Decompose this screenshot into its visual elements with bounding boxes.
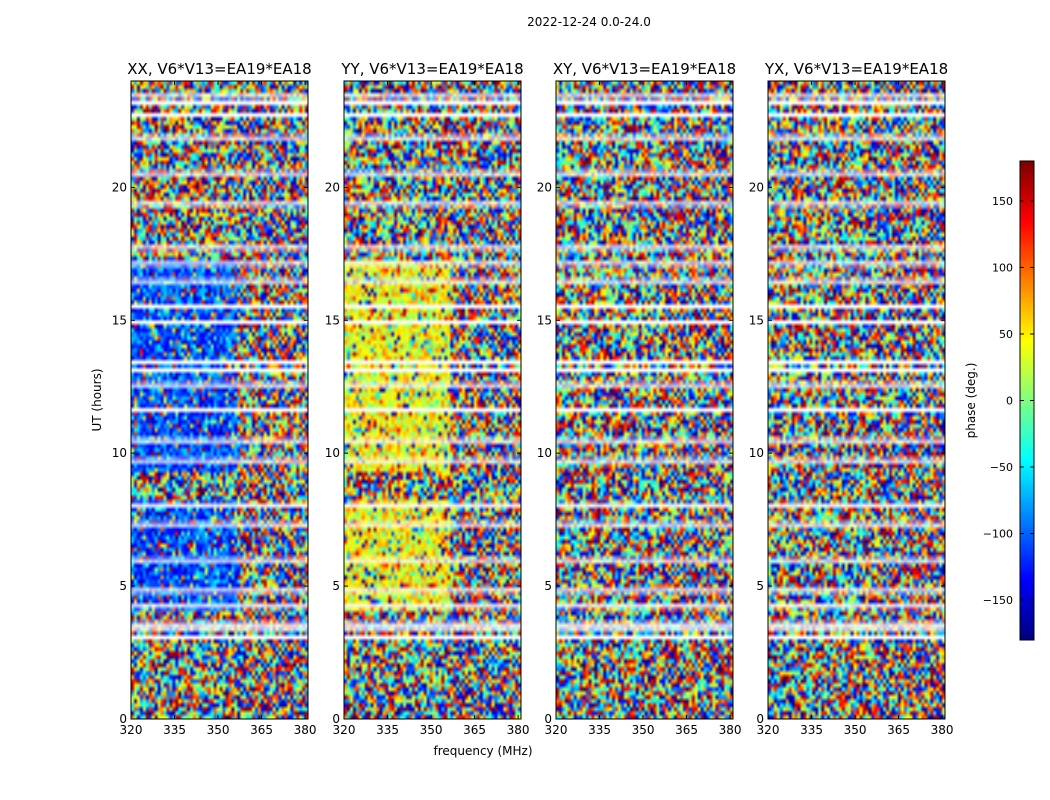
panel-3: XY, V6*V13=EA19*EA18 320 335 350 365 380 0 5 10 1… [537, 60, 742, 737]
y-tick-label: 10 [537, 446, 552, 460]
y-tick-label: 20 [537, 180, 552, 194]
colorbar-tick-label: 50 [999, 328, 1013, 341]
y-tick-label: 5 [544, 579, 552, 593]
colorbar-tick-label: 0 [1006, 395, 1013, 408]
x-tick-label: 335 [800, 723, 823, 737]
colorbar-tick-label: −150 [983, 594, 1013, 607]
x-tick-label: 350 [207, 723, 230, 737]
y-tick-label: 15 [749, 313, 764, 327]
y-tick-label: 0 [756, 712, 764, 726]
x-tick-label: 335 [376, 723, 399, 737]
x-tick-label: 365 [675, 723, 698, 737]
colorbar-tick-label: 150 [992, 195, 1013, 208]
y-tick-label: 15 [325, 313, 340, 327]
x-tick-label: 380 [294, 723, 317, 737]
colorbar: −150 −100 −50 0 50 100 150 phase (deg.) [964, 160, 1035, 641]
heatmap-image [768, 81, 945, 719]
axes-frame [130, 80, 309, 720]
y-tick-label: 10 [749, 446, 764, 460]
y-tick-label: 20 [112, 180, 127, 194]
y-tick-label: 10 [325, 446, 340, 460]
colorbar-gradient [1020, 161, 1034, 640]
x-tick-label: 320 [545, 723, 568, 737]
panel-title: YY, V6*V13=EA19*EA18 [340, 60, 523, 78]
x-tick-label: 365 [887, 723, 910, 737]
panel-title: XY, V6*V13=EA19*EA18 [553, 60, 736, 78]
x-tick-label: 380 [507, 723, 530, 737]
y-tick-label: 5 [756, 579, 764, 593]
x-tick-label: 320 [757, 723, 780, 737]
x-tick-label: 350 [844, 723, 867, 737]
panel-1: XX, V6*V13=EA19*EA18 320 335 350 365 380 0 5 10 1… [90, 60, 317, 737]
x-tick-label: 350 [420, 723, 443, 737]
x-axis-label: frequency (MHz) [433, 744, 532, 758]
y-tick-label: 20 [325, 180, 340, 194]
y-tick-label: 5 [119, 579, 127, 593]
x-tick-label: 380 [719, 723, 742, 737]
y-axis-label: UT (hours) [90, 368, 104, 431]
y-tick-label: 10 [112, 446, 127, 460]
x-tick-label: 380 [931, 723, 954, 737]
colorbar-tick-label: −100 [983, 528, 1013, 541]
y-tick-label: 15 [112, 313, 127, 327]
axes-frame [343, 80, 522, 720]
x-tick-label: 335 [163, 723, 186, 737]
heatmap-image [556, 81, 733, 719]
x-tick-label: 365 [250, 723, 273, 737]
y-tick-label: 0 [119, 712, 127, 726]
axes-frame [767, 80, 946, 720]
y-tick-label: 5 [332, 579, 340, 593]
y-tick-label: 15 [537, 313, 552, 327]
x-tick-label: 350 [632, 723, 655, 737]
panel-4: YX, V6*V13=EA19*EA18 320 335 350 365 380 0 5 10 1… [749, 60, 954, 737]
y-tick-label: 0 [332, 712, 340, 726]
panel-title: XX, V6*V13=EA19*EA18 [127, 60, 311, 78]
axes-frame [555, 80, 734, 720]
x-tick-label: 320 [120, 723, 143, 737]
colorbar-tick-label: −50 [990, 461, 1013, 474]
panel-title: YX, V6*V13=EA19*EA18 [764, 60, 948, 78]
x-tick-label: 335 [588, 723, 611, 737]
x-tick-label: 320 [333, 723, 356, 737]
x-tick-label: 365 [463, 723, 486, 737]
y-tick-label: 0 [544, 712, 552, 726]
panel-2: YY, V6*V13=EA19*EA18 320 335 350 365 380 0 5 10 1… [325, 60, 533, 758]
heatmap-image [131, 81, 308, 719]
colorbar-tick-label: 100 [992, 261, 1013, 274]
colorbar-label: phase (deg.) [964, 363, 978, 439]
y-tick-label: 20 [749, 180, 764, 194]
figure-title: 2022-12-24 0.0-24.0 [527, 15, 651, 29]
heatmap-image [344, 81, 521, 719]
